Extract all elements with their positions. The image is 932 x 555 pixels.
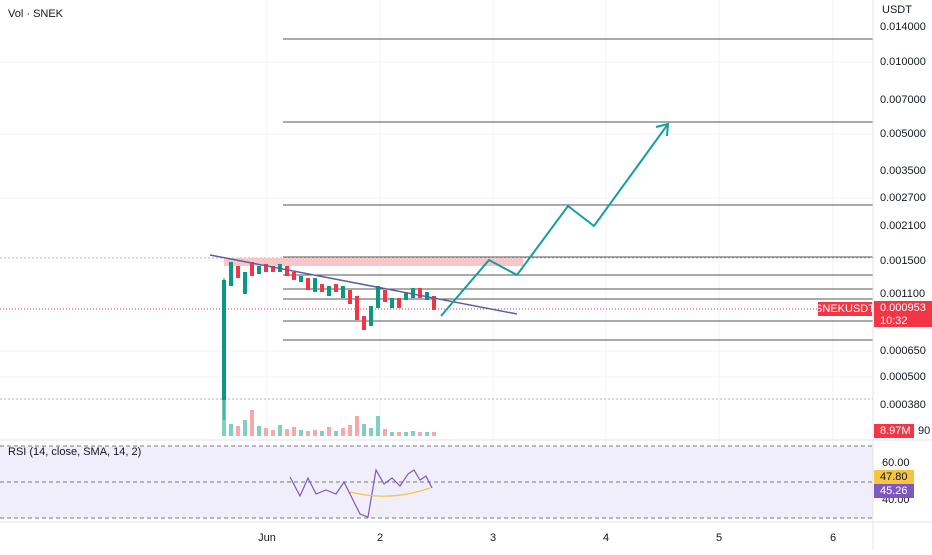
projection-arrow <box>655 122 670 137</box>
time-label: 4 <box>603 532 609 544</box>
time-label: 2 <box>377 532 383 544</box>
symbol-badge: SNEKUSDT <box>815 303 875 315</box>
price-label: 90 <box>918 425 930 437</box>
volume-badge-bg <box>874 424 914 438</box>
time-label: 5 <box>716 532 722 544</box>
price-badge-bg <box>874 301 932 327</box>
candles <box>222 262 436 420</box>
price-label: 0.001500 <box>880 255 926 267</box>
rsi-line <box>289 468 433 518</box>
trend-line <box>209 254 518 315</box>
time-label: 6 <box>830 532 836 544</box>
sma-badge-bg <box>874 484 914 498</box>
price-labels: 0.014000 0.010000 0.007000 0.005000 0.003500… <box>880 21 930 437</box>
rsi-sma <box>349 487 431 497</box>
price-label: 0.002100 <box>880 220 926 232</box>
price-label: 0.000500 <box>880 371 926 383</box>
volume-legend: Vol · SNEK <box>8 8 64 20</box>
rsi-axis-label: 60.00 <box>882 457 910 469</box>
countdown: 10:32 <box>880 315 908 327</box>
rsi-bands <box>0 445 873 519</box>
symbol-badge-bg <box>818 302 872 316</box>
price-unit: USDT <box>882 4 912 16</box>
rsi-badge: 47.80 <box>880 471 908 483</box>
time-label: Jun <box>258 532 276 544</box>
grid <box>0 0 873 520</box>
price-label: 0.002700 <box>880 192 926 204</box>
price-label: 0.014000 <box>880 21 926 33</box>
price-label: 0.005000 <box>880 128 926 140</box>
horizontal-levels <box>283 38 873 341</box>
time-label: 3 <box>490 532 496 544</box>
price-badge: 0.000953 <box>880 302 926 314</box>
price-label: 0.000650 <box>880 345 926 357</box>
sma-badge: 45.26 <box>880 485 908 497</box>
resistance-zone <box>224 258 523 266</box>
volume-badge: 8.97M <box>880 425 911 437</box>
price-label: 0.010000 <box>880 56 926 68</box>
price-label: 0.003500 <box>880 165 926 177</box>
rsi-legend: RSI (14, close, SMA, 14, 2) <box>8 446 141 458</box>
price-label: 0.000380 <box>880 399 926 411</box>
rsi-badge-bg <box>874 470 914 484</box>
price-label: 0.007000 <box>880 94 926 106</box>
time-labels: Jun 2 3 4 5 6 <box>258 532 836 544</box>
projection-path <box>440 123 669 317</box>
price-label: 0.001100 <box>880 288 925 300</box>
